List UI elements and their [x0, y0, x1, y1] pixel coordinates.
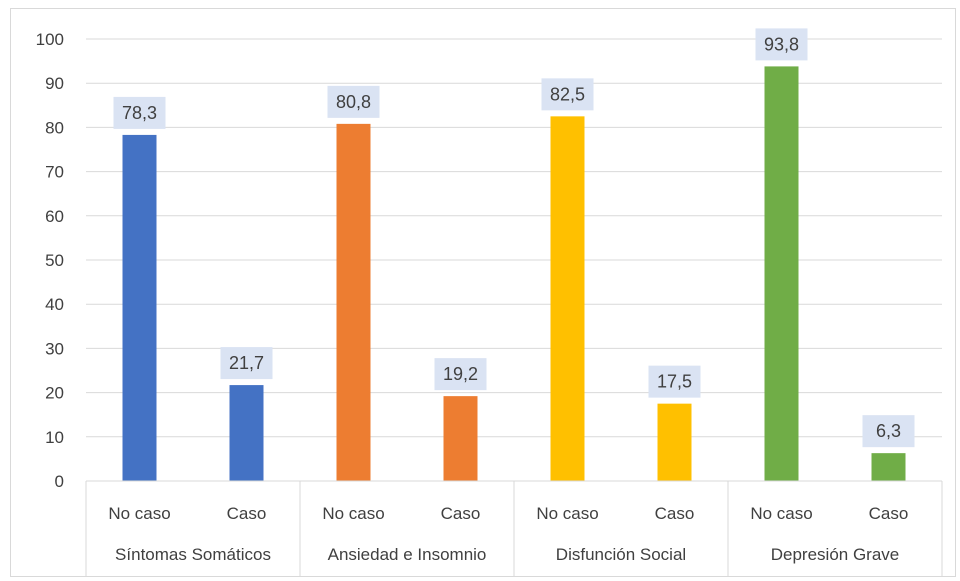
bar — [871, 453, 906, 481]
y-tick-label: 70 — [45, 163, 64, 182]
bar — [443, 396, 478, 481]
x-tick-label: Caso — [227, 504, 267, 523]
y-tick-label: 30 — [45, 339, 64, 358]
bar — [550, 116, 585, 481]
bars — [122, 66, 906, 482]
data-label-box — [862, 415, 915, 448]
data-label-box — [434, 358, 487, 391]
gridlines — [86, 38, 942, 438]
data-label: 17,5 — [657, 372, 692, 392]
data-label-box — [220, 347, 273, 380]
x-group-label: Depresión Grave — [771, 545, 900, 564]
y-tick-label: 100 — [36, 30, 64, 49]
data-label-box — [755, 28, 808, 61]
x-group-label: Ansiedad e Insomnio — [328, 545, 487, 564]
y-tick-label: 60 — [45, 207, 64, 226]
x-tick-label: No caso — [750, 504, 812, 523]
data-label: 78,3 — [122, 103, 157, 123]
y-tick-label: 40 — [45, 295, 64, 314]
bar — [229, 385, 264, 481]
x-tick-label: Caso — [869, 504, 909, 523]
x-tick-label: No caso — [322, 504, 384, 523]
x-tick-label: Caso — [655, 504, 695, 523]
x-tick-label: No caso — [108, 504, 170, 523]
y-tick-label: 50 — [45, 251, 64, 270]
y-tick-label: 10 — [45, 428, 64, 447]
data-labels: 78,3 21,7 80,8 19,2 82,5 17,5 93,8 6,3 — [113, 28, 915, 448]
x-tick-label: Caso — [441, 504, 481, 523]
x-tick-label: No caso — [536, 504, 598, 523]
y-tick-label: 80 — [45, 118, 64, 137]
x-group-label: Síntomas Somáticos — [115, 545, 271, 564]
y-tick-label: 0 — [55, 472, 64, 491]
data-label-box — [327, 85, 380, 118]
bar — [122, 134, 157, 481]
bar — [657, 403, 692, 481]
data-label: 19,2 — [443, 364, 478, 384]
y-tick-label: 90 — [45, 74, 64, 93]
data-label-box — [648, 365, 701, 398]
data-label: 21,7 — [229, 353, 264, 373]
bar — [336, 123, 371, 481]
bar — [764, 66, 799, 482]
data-label: 82,5 — [550, 84, 585, 104]
data-label-box — [541, 78, 594, 111]
data-label-box — [113, 96, 166, 129]
data-label: 80,8 — [336, 92, 371, 112]
y-tick-label: 20 — [45, 384, 64, 403]
data-label: 6,3 — [876, 421, 901, 441]
x-axis: No caso Caso Síntomas Somáticos No caso Caso… — [85, 480, 943, 577]
data-label: 93,8 — [764, 34, 799, 54]
x-group-label: Disfunción Social — [556, 545, 686, 564]
y-axis: 0 10 20 30 40 50 60 70 80 90 100 — [36, 30, 64, 491]
